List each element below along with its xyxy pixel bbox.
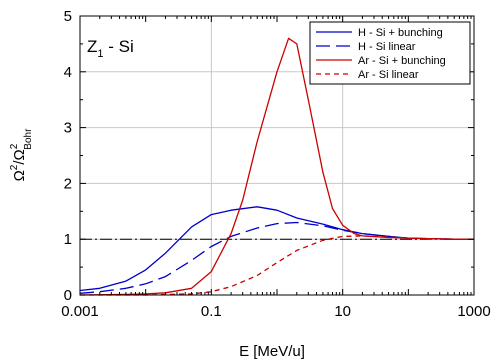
y-tick-label-1: 1 <box>64 231 72 248</box>
axis-ticks <box>79 15 474 296</box>
ylabel-sup: 2 <box>9 164 20 170</box>
legend: H - Si + bunching H - Si linear Ar - Si + … <box>309 21 471 85</box>
legend-label-1: H - Si linear <box>358 41 416 53</box>
y-tick-label-5: 5 <box>64 8 72 25</box>
y-tick-label-2: 2 <box>64 175 72 192</box>
series-line-3 <box>80 235 474 296</box>
ylabel-base: Ω <box>11 170 28 181</box>
x-tick-labels: 0.001 0.1 10 1000 <box>61 303 490 320</box>
series-line-1 <box>79 221 474 294</box>
y-axis-label: Ω2/Ω2 Bohr <box>9 128 34 182</box>
y-tick-labels: 0 1 2 3 4 5 <box>64 8 72 304</box>
ylabel-sup2: 2 <box>9 143 20 149</box>
ylabel-base2: Ω <box>11 149 28 160</box>
annotation-base: Z <box>87 37 97 56</box>
chart-annotation: Z1 - Si <box>87 37 134 60</box>
series-line-0 <box>79 206 474 292</box>
x-tick-label-3: 1000 <box>457 303 490 320</box>
y-tick-label-3: 3 <box>64 120 72 137</box>
y-tick-label-4: 4 <box>64 64 72 81</box>
legend-label-3: Ar - Si linear <box>358 69 419 81</box>
x-axis-label: E [MeV/u] <box>239 343 305 360</box>
x-tick-label-0: 0.001 <box>61 303 99 320</box>
annotation-rest: - Si <box>104 37 134 56</box>
ylabel-sub2: Bohr <box>23 128 34 150</box>
x-tick-label-2: 10 <box>334 303 351 320</box>
legend-label-2: Ar - Si + bunching <box>358 55 446 67</box>
ylabel-sep: / <box>11 160 28 165</box>
legend-label-0: H - Si + bunching <box>358 27 443 39</box>
y-tick-label-0: 0 <box>64 287 72 304</box>
annotation-sub: 1 <box>97 48 103 60</box>
x-tick-label-1: 0.1 <box>201 303 222 320</box>
